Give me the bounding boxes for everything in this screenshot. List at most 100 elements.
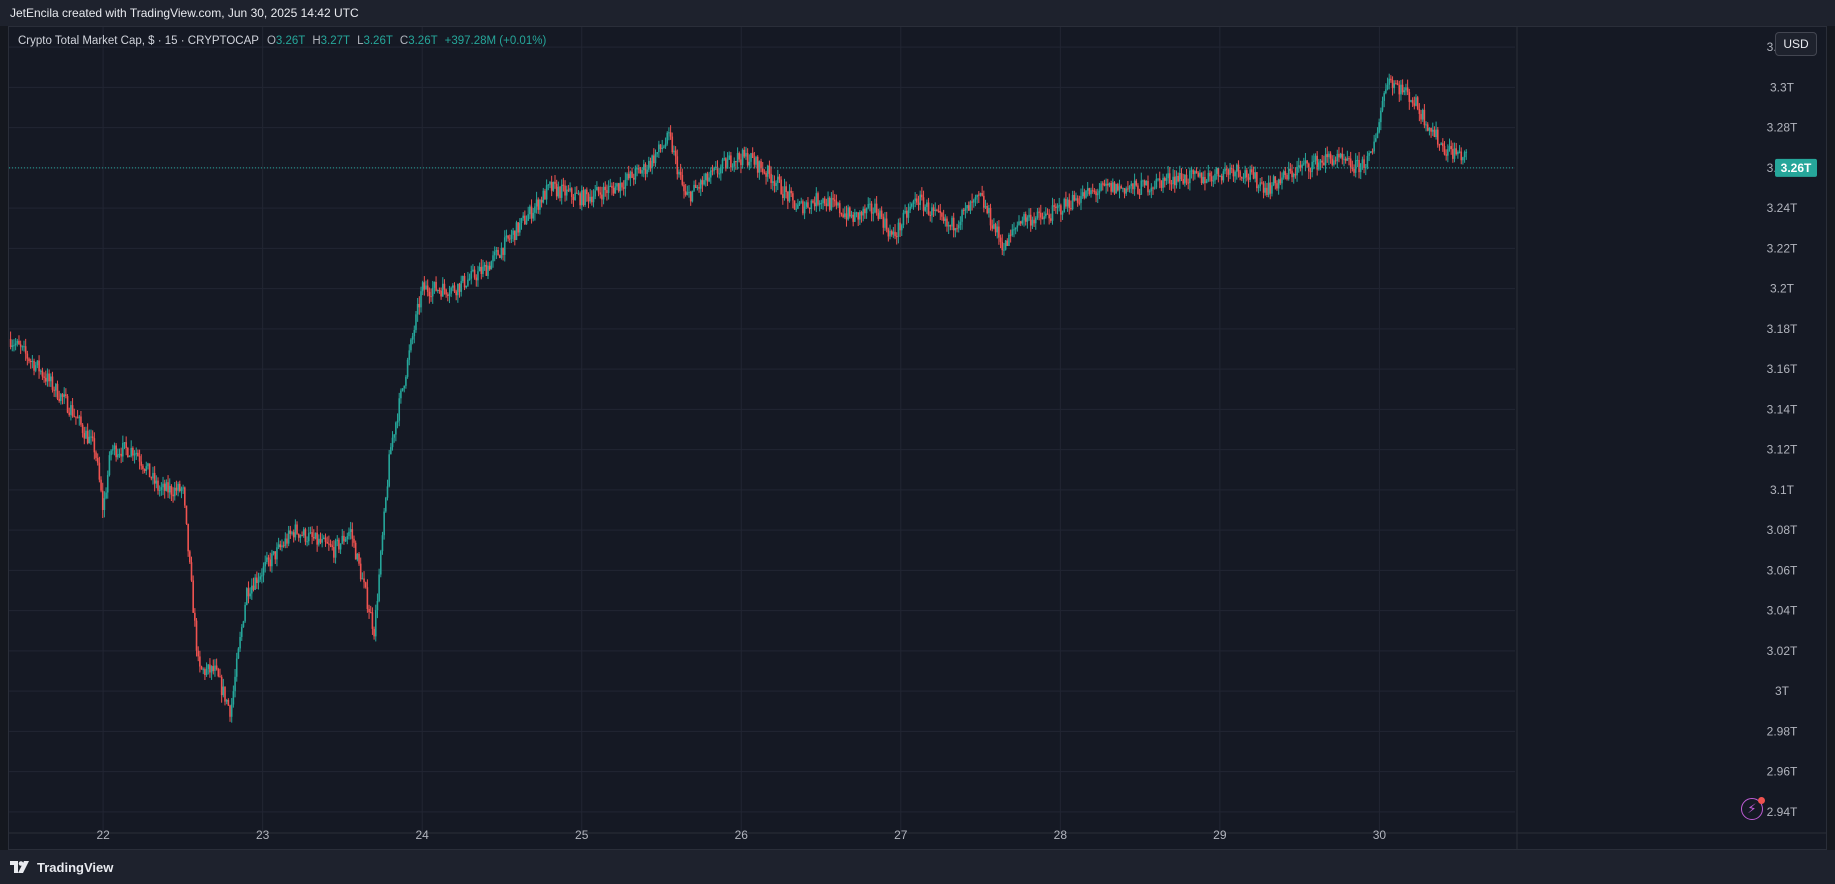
- candle-body: [663, 146, 665, 148]
- candle-body: [1039, 212, 1042, 218]
- candle-body: [1287, 168, 1290, 180]
- candle-body: [872, 212, 875, 214]
- candle-body: [1125, 188, 1128, 194]
- candle-body: [1301, 164, 1303, 168]
- candle-body: [559, 186, 561, 198]
- candle-body: [832, 198, 834, 200]
- candle-body: [1018, 221, 1020, 226]
- candle-body: [550, 182, 553, 191]
- candle-body: [790, 190, 792, 194]
- candle-body: [1261, 182, 1263, 184]
- tradingview-logo[interactable]: TradingView: [10, 860, 113, 875]
- candle-body: [1341, 153, 1344, 160]
- candle-body: [776, 176, 779, 183]
- candle-body: [118, 453, 121, 455]
- candle-body: [1091, 190, 1094, 192]
- candle-body: [485, 265, 488, 276]
- candle-body: [1232, 169, 1235, 177]
- candle-body: [9, 338, 12, 347]
- candle-body: [991, 225, 994, 229]
- candle-body: [363, 578, 365, 583]
- candle-body: [194, 612, 196, 621]
- candle-body: [1133, 180, 1136, 190]
- candle-body: [356, 553, 359, 560]
- candle-body: [830, 198, 833, 210]
- candle-body: [835, 201, 838, 206]
- candle-body: [795, 208, 798, 210]
- candle-body: [1065, 199, 1067, 207]
- candle-body: [838, 203, 841, 214]
- candle-body: [927, 202, 930, 215]
- candle-body: [512, 230, 514, 235]
- candle-body: [41, 370, 44, 377]
- candle-body: [800, 201, 803, 203]
- top-bar: JetEncila created with TradingView.com, …: [0, 0, 1835, 26]
- candle-body: [792, 193, 794, 201]
- candle-body: [934, 209, 937, 212]
- candle-body: [108, 455, 111, 476]
- candle-body: [441, 283, 444, 297]
- candle-body: [1076, 198, 1079, 203]
- candle-body: [1008, 234, 1010, 246]
- candle-body: [1416, 97, 1419, 109]
- candle-body: [75, 416, 77, 418]
- candle-body: [237, 648, 240, 659]
- candle-body: [725, 158, 727, 169]
- candle-body: [259, 576, 261, 580]
- candle-body: [1266, 187, 1268, 196]
- candle-body: [756, 156, 759, 173]
- candle-body: [1048, 214, 1050, 219]
- candle-body: [1053, 205, 1055, 207]
- currency-button[interactable]: USD: [1775, 32, 1817, 56]
- candle-body: [889, 230, 891, 237]
- candle-body: [555, 183, 558, 197]
- candle-body: [644, 164, 647, 174]
- candle-body: [88, 436, 91, 444]
- candle-body: [1391, 80, 1394, 89]
- chart-frame[interactable]: [8, 26, 1827, 850]
- candle-body: [86, 430, 89, 444]
- y-tick-label: 3.18T: [1767, 322, 1798, 336]
- candle-body: [405, 376, 407, 386]
- candle-body: [912, 200, 915, 204]
- candle-body: [689, 191, 692, 202]
- candle-body: [281, 545, 283, 548]
- candle-body: [723, 158, 725, 160]
- candle-body: [462, 276, 464, 282]
- tradingview-brand: TradingView: [37, 859, 114, 875]
- candle-body: [701, 180, 704, 185]
- candle-body: [428, 291, 431, 297]
- lightning-alert-icon[interactable]: ⚡: [1741, 798, 1763, 820]
- candle-body: [413, 329, 416, 337]
- candle-body: [1090, 190, 1092, 195]
- candle-body: [840, 213, 843, 215]
- candle-body: [115, 445, 117, 458]
- candle-body: [498, 255, 501, 258]
- candle-body: [1122, 188, 1124, 190]
- candle-body: [450, 287, 452, 294]
- candle-body: [269, 559, 272, 567]
- candle-body: [1043, 216, 1045, 220]
- candle-body: [1376, 132, 1379, 139]
- symbol-title[interactable]: Crypto Total Market Cap, $ · 15 · CRYPTO…: [18, 35, 259, 47]
- candle-body: [117, 454, 119, 458]
- candle-body: [1393, 83, 1396, 89]
- candle-body: [758, 161, 761, 173]
- candle-body: [90, 436, 92, 438]
- candle-body: [254, 577, 256, 590]
- candle-body: [1457, 151, 1459, 155]
- chart-overlays: 3.26T: [9, 158, 1817, 177]
- candle-body: [401, 388, 404, 391]
- candle-body: [316, 532, 318, 545]
- candle-body: [591, 196, 593, 203]
- candle-body: [607, 186, 610, 193]
- candle-body: [706, 173, 709, 182]
- candle-body: [1249, 169, 1251, 180]
- candle-body: [318, 538, 320, 545]
- symbol-legend[interactable]: Crypto Total Market Cap, $ · 15 · CRYPTO…: [18, 35, 553, 47]
- candle-body: [311, 532, 313, 537]
- candle-body: [994, 224, 997, 233]
- candle-body: [48, 373, 50, 382]
- candle-body: [1184, 174, 1186, 184]
